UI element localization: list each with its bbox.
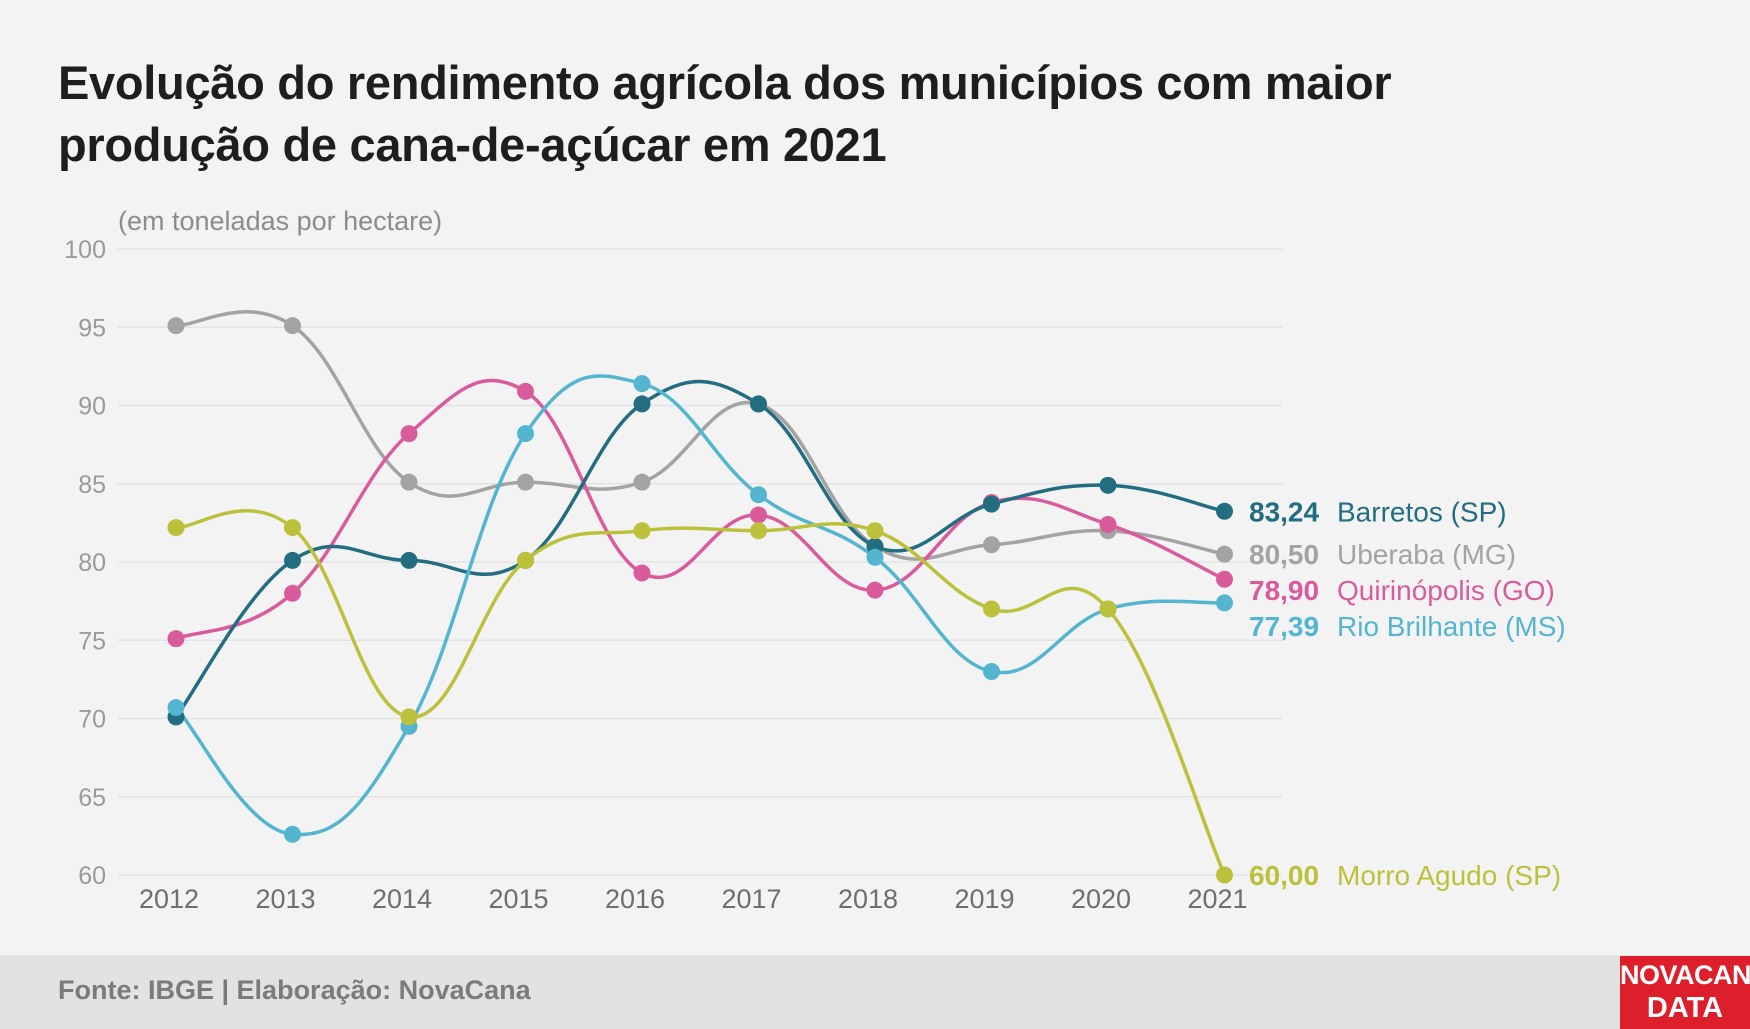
data-point <box>750 395 767 413</box>
data-point <box>517 425 534 443</box>
data-point <box>866 522 884 540</box>
data-point <box>400 551 418 569</box>
series-name-label: Rio Brilhante (MS) <box>1337 611 1566 642</box>
data-point <box>1216 545 1233 563</box>
y-tick-label: 60 <box>78 862 106 890</box>
data-point <box>750 522 767 540</box>
x-tick-label: 2017 <box>721 884 781 914</box>
data-point <box>983 600 1000 618</box>
series-lines <box>174 310 1227 877</box>
series-end-labels: 83,24 Barretos (SP) 80,50 Uberaba (MG) 78,90… <box>1249 496 1566 891</box>
data-point <box>284 551 301 569</box>
x-tick-label: 2018 <box>838 884 898 914</box>
x-tick-label: 2013 <box>255 884 315 914</box>
data-point <box>400 425 418 443</box>
x-tick-label: 2020 <box>1071 884 1131 914</box>
logo-line-2: DATA <box>1646 992 1724 1024</box>
data-point <box>400 473 418 491</box>
data-point <box>983 495 1000 513</box>
series-line-2 <box>174 379 1227 719</box>
source-note: Fonte: IBGE | Elaboração: NovaCana <box>58 975 531 1005</box>
data-point <box>866 548 884 566</box>
end-value-label: 77,39 <box>1249 611 1319 642</box>
footer: Fonte: IBGE | Elaboração: NovaCana <box>0 955 1750 1029</box>
series-name-label: Uberaba (MG) <box>1337 539 1516 570</box>
data-point <box>517 473 534 491</box>
data-point <box>167 699 185 717</box>
data-point <box>866 581 884 599</box>
x-tick-label: 2019 <box>954 884 1014 914</box>
data-point <box>983 536 1000 554</box>
data-point <box>633 473 651 491</box>
data-point <box>983 663 1000 681</box>
data-point <box>167 317 185 335</box>
data-point <box>284 584 301 602</box>
data-point <box>633 375 651 393</box>
end-value-label: 60,00 <box>1249 860 1319 891</box>
logo-line-1: NOVACANA <box>1620 960 1750 990</box>
end-value-label: 78,90 <box>1249 575 1319 606</box>
x-tick-label: 2015 <box>488 884 548 914</box>
y-unit-label: (em toneladas por hectare) <box>118 206 442 236</box>
data-point <box>750 506 767 524</box>
data-point <box>284 519 301 537</box>
y-tick-label: 65 <box>78 784 106 812</box>
data-point <box>1216 594 1233 612</box>
data-point <box>1099 515 1117 533</box>
data-point <box>167 630 185 648</box>
data-point <box>1216 502 1233 520</box>
y-tick-label: 75 <box>78 627 106 655</box>
series-line-4 <box>174 509 1227 877</box>
x-axis-ticks: 2012 2013 2014 2015 2016 2017 2018 2019 2020 2021 <box>139 884 1248 914</box>
y-tick-label: 90 <box>78 393 106 421</box>
y-tick-label: 70 <box>78 706 106 734</box>
y-tick-label: 100 <box>64 236 106 264</box>
series-name-label: Barretos (SP) <box>1337 496 1507 527</box>
y-tick-label: 85 <box>78 471 106 499</box>
data-point <box>1216 866 1233 884</box>
data-point <box>633 522 651 540</box>
data-point <box>750 486 767 504</box>
data-point <box>633 395 651 413</box>
y-tick-label: 95 <box>78 314 106 342</box>
data-point <box>1099 600 1117 618</box>
series-name-label: Quirinópolis (GO) <box>1337 575 1555 606</box>
series-line-1 <box>174 378 1227 641</box>
data-point <box>400 708 418 726</box>
x-tick-label: 2012 <box>139 884 199 914</box>
data-point <box>1099 476 1117 494</box>
y-tick-label: 80 <box>78 549 106 577</box>
data-point <box>517 551 534 569</box>
data-point <box>284 317 301 335</box>
end-value-label: 83,24 <box>1249 496 1319 527</box>
series-line-0 <box>174 310 1227 561</box>
x-tick-label: 2014 <box>372 884 432 914</box>
x-tick-label: 2016 <box>605 884 665 914</box>
series-points <box>167 317 1233 884</box>
data-point <box>633 564 651 582</box>
chart-title: Evolução do rendimento agrícola dos muni… <box>58 56 1392 171</box>
x-tick-label: 2021 <box>1187 884 1247 914</box>
end-value-label: 80,50 <box>1249 539 1319 570</box>
gridlines <box>118 248 1282 876</box>
data-point <box>517 382 534 400</box>
brand-logo: NOVACANA DATA <box>1620 956 1750 1029</box>
series-line-3 <box>174 374 1227 837</box>
data-point <box>1216 570 1233 588</box>
y-axis-ticks: 60 65 70 75 80 85 90 95 100 <box>64 236 106 890</box>
series-name-label: Morro Agudo (SP) <box>1337 860 1561 891</box>
data-point <box>284 825 301 843</box>
data-point <box>167 519 185 537</box>
line-chart: (em toneladas por hectare) 60 65 70 75 80 85 9… <box>64 206 1566 914</box>
